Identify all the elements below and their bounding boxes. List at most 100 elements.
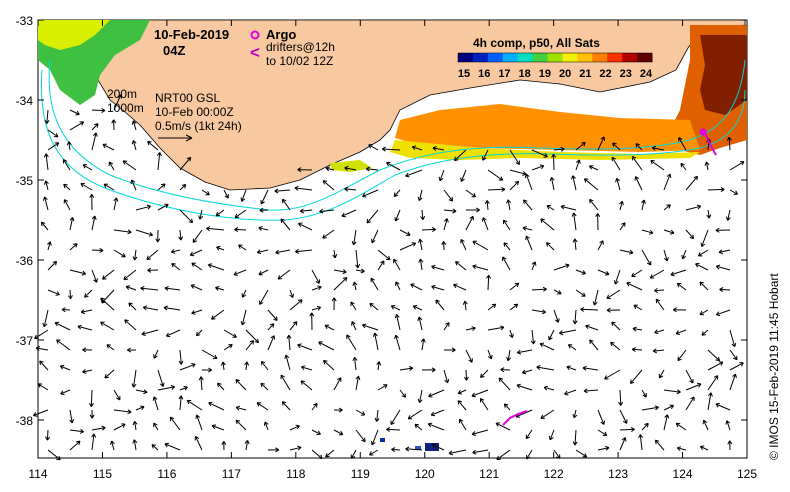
current-arrow: [147, 267, 159, 273]
current-arrow: [393, 258, 401, 271]
current-arrow: [89, 193, 95, 211]
current-arrow: [417, 389, 423, 404]
current-arrow: [612, 142, 621, 151]
current-arrow: [496, 449, 511, 461]
current-arrow: [487, 303, 497, 311]
current-arrow: [244, 361, 250, 371]
current-arrow: [486, 274, 492, 291]
contour-1000m: [40, 69, 746, 221]
current-arrow: [407, 409, 423, 420]
current-arrow: [685, 369, 694, 384]
credit-label: © IMOS 15-Feb-2019 11:45 Hobart: [767, 273, 781, 460]
current-arrow: [297, 222, 313, 231]
sst-pixel-blue-3: [415, 446, 421, 450]
current-arrow: [484, 200, 490, 211]
current-arrow: [286, 334, 292, 351]
current-arrow: [215, 209, 225, 217]
current-arrow: [536, 365, 555, 371]
argo-legend-marker: [250, 30, 260, 40]
current-arrow: [635, 143, 643, 151]
lat-tick-label: -36: [16, 254, 34, 268]
current-arrow: [405, 169, 423, 178]
current-arrow: [189, 249, 203, 257]
current-arrow: [233, 269, 247, 276]
current-arrow: [417, 189, 423, 202]
current-arrow: [391, 447, 401, 453]
current-arrow: [575, 141, 586, 151]
current-arrow: [649, 269, 665, 279]
current-arrow: [91, 269, 98, 283]
current-arrow: [718, 249, 731, 255]
current-arrow: [179, 385, 188, 391]
colorbar-tick-label: 18: [519, 68, 531, 80]
current-arrow: [240, 189, 247, 202]
current-arrow: [543, 385, 555, 391]
bathymetry-contours: [40, 59, 746, 221]
current-arrow: [672, 307, 687, 313]
current-arrow: [480, 369, 489, 378]
current-arrow: [580, 306, 599, 312]
colorbar-swatch: [517, 53, 534, 62]
colorbar-swatch: [532, 53, 549, 62]
lon-tick-label: 120: [415, 467, 435, 481]
current-arrow: [164, 442, 181, 451]
colorbar-title: 4h comp, p50, All Sats: [473, 36, 600, 50]
product-time-label: 10-Feb 00:00Z: [155, 105, 234, 119]
current-arrow: [399, 229, 411, 236]
colorbar-tick-label: 15: [458, 68, 470, 80]
current-arrow: [169, 416, 181, 431]
current-arrow: [582, 365, 599, 371]
current-arrow: [333, 377, 342, 391]
current-arrow: [113, 409, 132, 415]
current-arrow: [658, 369, 665, 379]
current-arrow: [525, 429, 533, 440]
current-arrow: [615, 177, 621, 191]
current-arrow: [715, 309, 731, 317]
current-arrow: [472, 264, 489, 271]
current-arrow: [654, 329, 665, 335]
current-arrow: [263, 421, 269, 431]
current-arrow: [548, 329, 555, 341]
current-arrow: [715, 227, 731, 233]
current-arrow: [575, 449, 588, 458]
current-arrow: [281, 401, 291, 411]
current-arrow: [275, 249, 291, 255]
current-arrow: [311, 305, 322, 311]
current-arrow: [333, 407, 343, 413]
colorbar-tick-label: 24: [640, 68, 653, 80]
current-arrow: [471, 389, 489, 398]
current-arrow: [355, 268, 365, 274]
current-arrow: [100, 297, 115, 311]
lon-tick-label: 114: [28, 467, 47, 481]
current-arrow: [37, 383, 49, 391]
current-arrow: [122, 160, 137, 171]
current-arrow: [186, 399, 203, 411]
current-arrow: [318, 341, 335, 351]
current-arrow: [638, 434, 644, 451]
current-arrow: [333, 269, 347, 275]
current-arrow: [553, 309, 560, 323]
current-arrow: [260, 382, 269, 391]
current-arrow: [311, 403, 318, 411]
current-arrow: [62, 159, 71, 171]
current-arrow: [630, 369, 643, 384]
current-arrow: [420, 209, 426, 220]
current-arrow: [60, 389, 71, 395]
current-arrow: [362, 189, 379, 198]
current-arrow: [280, 218, 291, 231]
current-arrow: [191, 309, 203, 315]
current-arrow: [386, 426, 401, 432]
sst-south-coast-orange: [395, 104, 700, 152]
current-arrow: [91, 247, 104, 253]
current-arrow: [201, 349, 218, 360]
colorbar-swatch: [487, 53, 504, 62]
current-arrow: [215, 286, 225, 291]
current-arrow: [113, 229, 132, 235]
current-arrow: [663, 173, 672, 191]
current-arrow: [634, 176, 643, 191]
current-arrow: [80, 309, 93, 315]
current-arrow: [707, 375, 719, 391]
current-arrow: [583, 388, 599, 394]
current-arrow: [164, 285, 181, 291]
lon-tick-label: 125: [737, 467, 757, 481]
